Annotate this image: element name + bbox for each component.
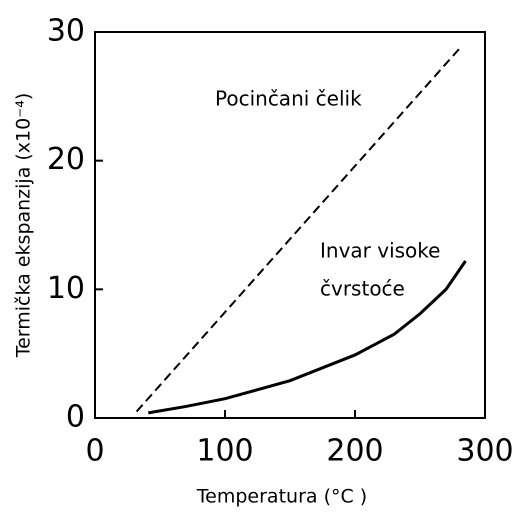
y-tick-label: 20	[47, 142, 85, 177]
x-tick-label: 100	[196, 434, 253, 469]
y-tick-label: 30	[47, 14, 85, 49]
y-tick-label: 10	[47, 271, 85, 306]
y-tick-label: 0	[66, 400, 85, 435]
x-tick-label: 0	[85, 434, 104, 469]
line	[148, 260, 467, 415]
annotation: Invar visoke	[320, 239, 440, 263]
x-tick-label: 300	[456, 434, 513, 469]
annotation: Pocinčani čelik	[215, 87, 362, 111]
x-axis-label: Temperatura (°C )	[196, 486, 367, 508]
line	[135, 45, 463, 413]
y-axis-label: Termička ekspanzija (x10⁻⁴)	[13, 93, 35, 359]
annotation: čvrstoće	[320, 277, 405, 301]
plot-frame	[94, 31, 486, 419]
x-tick-label: 200	[326, 434, 383, 469]
